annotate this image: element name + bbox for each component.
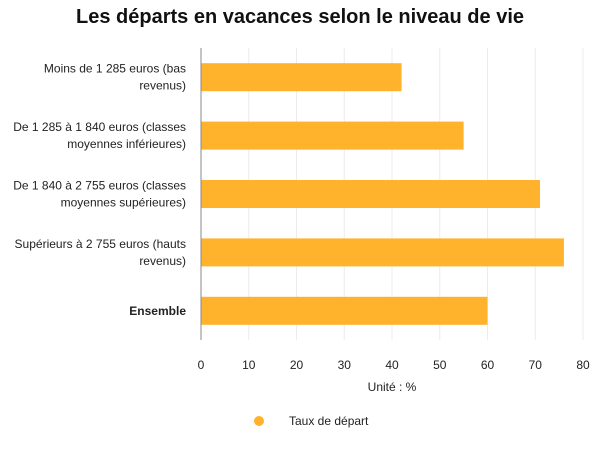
bar xyxy=(201,180,541,208)
x-tick-label: 50 xyxy=(433,358,447,372)
bar xyxy=(201,238,564,267)
bar xyxy=(201,296,488,325)
category-label: Moins de 1 285 euros (bas xyxy=(44,62,186,76)
x-tick-label: 40 xyxy=(385,358,399,372)
category-label: De 1 285 à 1 840 euros (classes xyxy=(13,120,186,134)
x-axis-title: Unité : % xyxy=(368,380,417,394)
category-label: revenus) xyxy=(139,254,186,268)
x-tick-label: 70 xyxy=(529,358,543,372)
bar xyxy=(201,63,402,92)
category-label: moyennes inférieures) xyxy=(67,137,186,151)
chart-title: Les départs en vacances selon le niveau … xyxy=(76,6,524,28)
category-label: Supérieurs à 2 755 euros (hauts xyxy=(15,237,186,251)
x-tick-label: 80 xyxy=(576,358,590,372)
legend-label: Taux de départ xyxy=(289,414,369,428)
x-tick-label: 60 xyxy=(481,358,495,372)
category-label: De 1 840 à 2 755 euros (classes xyxy=(13,179,186,193)
x-tick-label: 10 xyxy=(242,358,256,372)
x-tick-label: 30 xyxy=(338,358,352,372)
x-tick-label: 20 xyxy=(290,358,304,372)
category-label: Ensemble xyxy=(129,304,186,318)
category-label: revenus) xyxy=(139,79,186,93)
bar xyxy=(201,121,464,150)
x-tick-label: 0 xyxy=(198,358,205,372)
legend-marker xyxy=(254,416,264,426)
category-label: moyennes supérieures) xyxy=(61,196,186,210)
